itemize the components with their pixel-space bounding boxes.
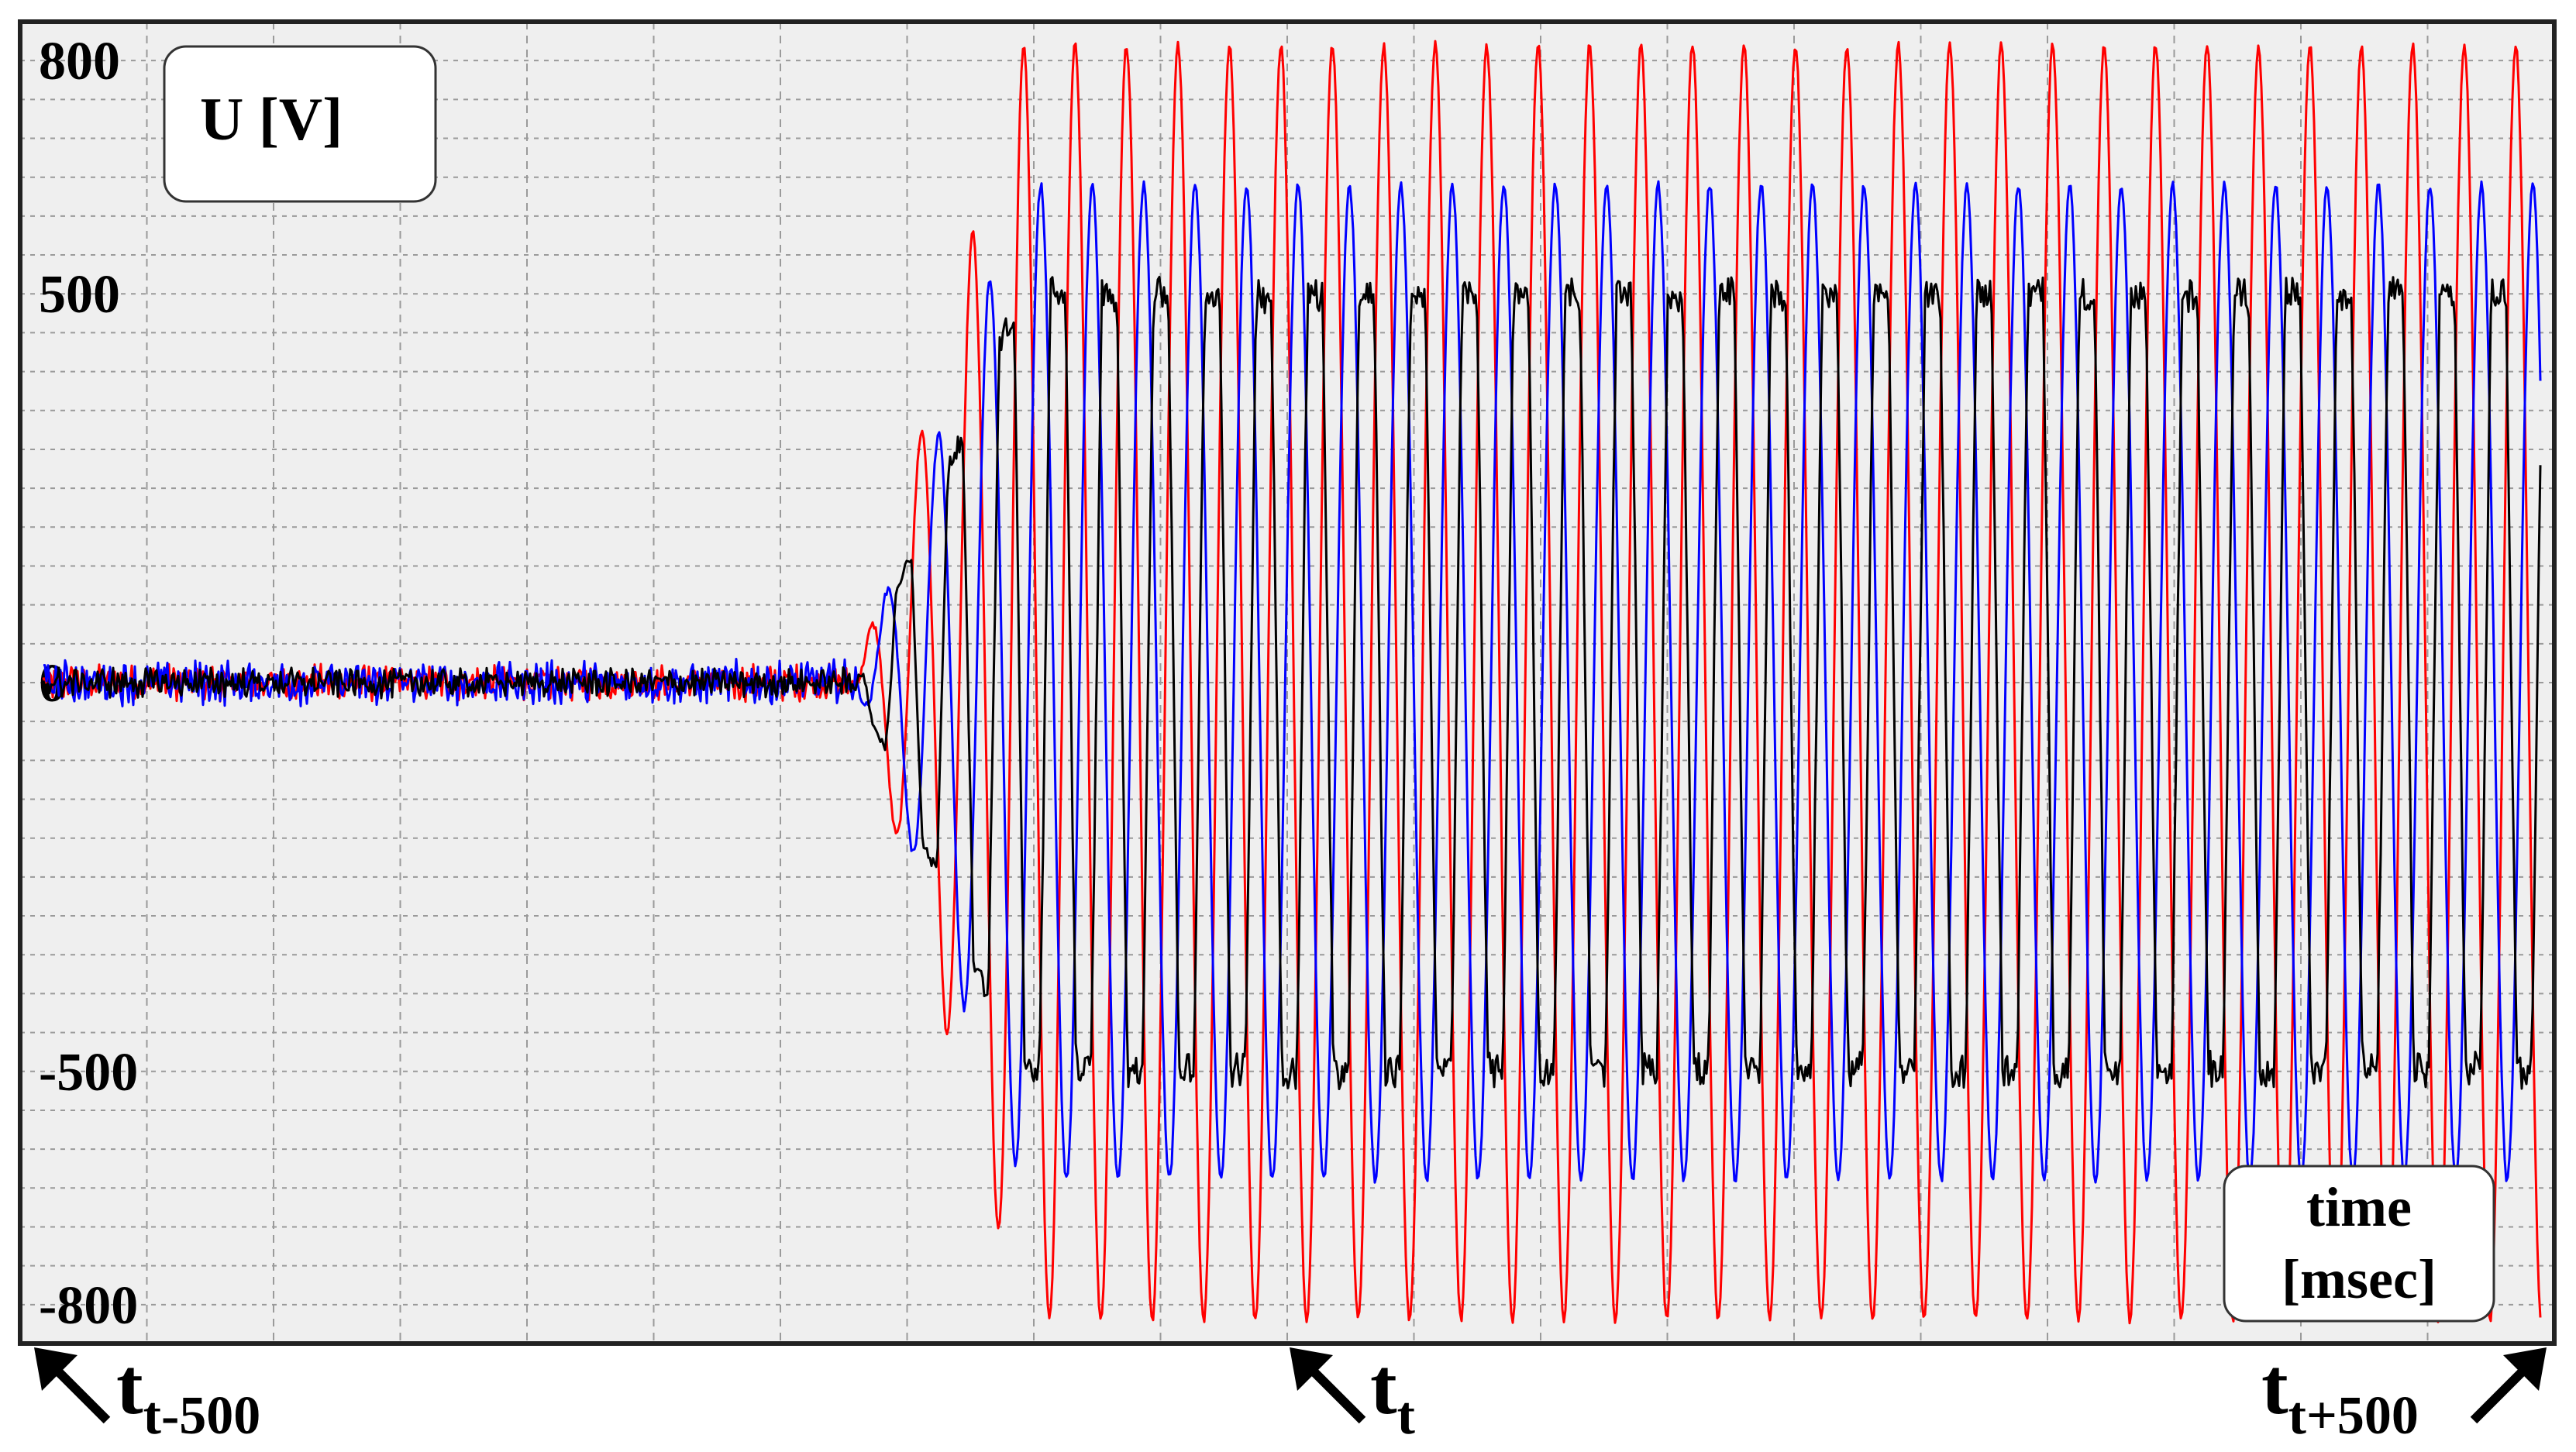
t-end-sub: t+500 xyxy=(2288,1386,2419,1446)
t-mid-sub: t xyxy=(1396,1386,1415,1446)
y-tick-label: -800 xyxy=(39,1276,138,1336)
y-tick-label: 500 xyxy=(39,265,120,325)
y-tick-label: -500 xyxy=(39,1043,138,1103)
t-mid-label: tt xyxy=(1370,1340,1415,1446)
t-start-label: tt-500 xyxy=(116,1340,260,1446)
xlabel-box: time [msec] xyxy=(2223,1165,2495,1323)
series-line-2 xyxy=(42,276,2542,1090)
t-start-main: t xyxy=(116,1342,143,1431)
plot-frame xyxy=(18,19,2557,1346)
arrow-mid-icon xyxy=(1290,1347,1366,1424)
xlabel-line2: [msec] xyxy=(2282,1248,2437,1310)
ylabel-text: U [V] xyxy=(200,85,343,153)
arrow-start-icon xyxy=(34,1347,111,1424)
series-group xyxy=(42,40,2542,1325)
series-line-0 xyxy=(42,40,2542,1325)
ylabel-box: U [V] xyxy=(163,45,437,203)
xlabel-line1: time xyxy=(2306,1176,2412,1238)
t-end-main: t xyxy=(2261,1342,2288,1431)
t-mid-main: t xyxy=(1370,1342,1397,1431)
arrow-end-icon xyxy=(2470,1347,2547,1424)
t-end-label: tt+500 xyxy=(2261,1340,2419,1446)
t-start-sub: t-500 xyxy=(143,1386,261,1446)
y-tick-label: 800 xyxy=(39,32,120,91)
